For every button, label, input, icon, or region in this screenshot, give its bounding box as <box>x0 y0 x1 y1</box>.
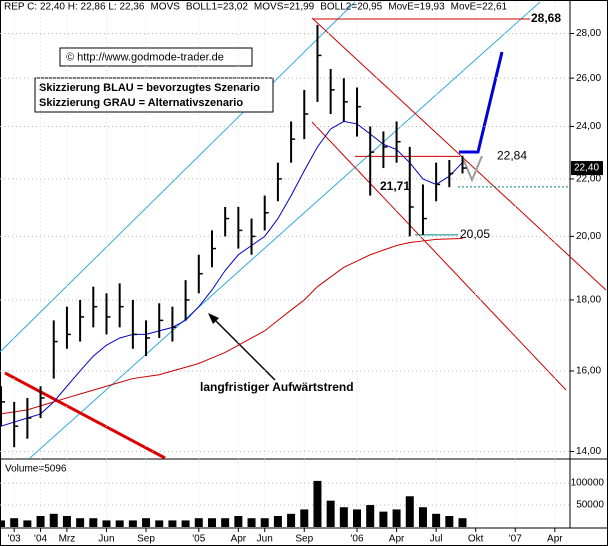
volume-tick-label: 100000 <box>571 478 605 489</box>
x-tick-label: Jul <box>430 534 443 545</box>
note-box <box>34 77 274 113</box>
volume-bar <box>194 518 203 527</box>
volume-bar <box>392 509 401 527</box>
x-tick-label: Jun <box>257 534 273 545</box>
volume-bar <box>234 516 243 527</box>
volume-bar <box>142 518 151 527</box>
volume-bar <box>432 513 441 527</box>
volume-bar <box>49 513 58 527</box>
volume-bar <box>353 509 362 527</box>
header-item: MOVS=21,99 <box>254 2 315 13</box>
x-tick-label: '06 <box>350 534 363 545</box>
downtrend-line <box>4 371 166 460</box>
level-label: 21,71 <box>380 179 410 193</box>
volume-bar <box>221 518 230 527</box>
x-tick-label: '07 <box>509 534 522 545</box>
trend-label: langfristiger Aufwärtstrend <box>200 380 354 394</box>
volume-label: Volume=5096 <box>5 464 67 475</box>
volume-bar <box>366 505 375 527</box>
volume-bar <box>300 509 309 527</box>
volume-bar <box>313 480 322 527</box>
volume-bar <box>10 518 19 527</box>
level-label: 22,84 <box>497 148 527 162</box>
scenario-gray <box>461 155 483 183</box>
x-tick-label: Mrz <box>59 534 76 545</box>
y-tick-label: 18,00 <box>576 295 601 306</box>
x-tick-label: Jun <box>98 534 114 545</box>
volume-bar <box>102 520 111 527</box>
volume-bar <box>181 520 190 527</box>
header-item: MovE=19,93 <box>388 2 445 13</box>
header-item: BOLL2=20,95 <box>320 2 382 13</box>
volume-bar <box>23 520 32 527</box>
volume-bar <box>273 516 282 527</box>
x-tick-label: Apr <box>231 534 247 545</box>
header-item: BOLL1=23,02 <box>186 2 248 13</box>
y-tick-label: 14,00 <box>576 446 601 457</box>
volume-bar <box>247 518 256 527</box>
x-tick-label: Apr <box>547 534 563 545</box>
x-tick-label: '03 <box>8 534 21 545</box>
trend-lines <box>0 1 607 460</box>
volume-bar <box>62 516 71 527</box>
trend-line <box>29 1 541 459</box>
volume-bar <box>326 500 335 527</box>
y-tick-label: 22,00 <box>576 174 601 185</box>
header-item: MOVS <box>150 2 180 13</box>
trend-line <box>311 121 567 391</box>
volume-bar <box>115 520 124 527</box>
volume-bar <box>155 520 164 527</box>
x-tick-label: Apr <box>389 534 405 545</box>
volume-bar <box>418 507 427 527</box>
x-tick-label: Okt <box>468 534 484 545</box>
x-tick-label: '04 <box>34 534 47 545</box>
last-price-label: 22,40 <box>574 163 599 174</box>
header-item: MovE=22,61 <box>451 2 508 13</box>
level-label: 28,68 <box>531 11 561 25</box>
last-price-box <box>571 161 603 176</box>
volume-bar <box>207 518 216 527</box>
copyright: © http://www.godmode-trader.de <box>66 51 224 63</box>
volume-bar <box>128 520 137 527</box>
note: Skizzierung GRAU = Alternativszenario <box>39 97 243 109</box>
y-tick-label: 26,00 <box>576 73 601 84</box>
copyright-box <box>59 47 253 67</box>
volume-bar <box>445 516 454 527</box>
y-tick-label: 24,00 <box>576 121 601 132</box>
x-tick-label: Sep <box>137 534 155 545</box>
volume-bar <box>287 513 296 527</box>
volume-bar <box>458 518 467 527</box>
arrow-head <box>208 313 219 324</box>
moving-average <box>0 238 463 415</box>
moving-average <box>0 120 463 427</box>
volume-bar <box>36 516 45 527</box>
note: Skizzierung BLAU = bevorzugtes Szenario <box>39 82 260 94</box>
y-tick-label: 16,00 <box>576 366 601 377</box>
arrow <box>211 316 276 381</box>
level-label: 20,05 <box>460 227 490 241</box>
volume-bar <box>339 507 348 527</box>
volume-bar <box>89 518 98 527</box>
trend-line <box>0 1 356 353</box>
volume-tick-label: 50000 <box>576 500 604 511</box>
x-tick-label: Sep <box>295 534 313 545</box>
volume-bar <box>260 518 269 527</box>
volume-bar <box>379 511 388 527</box>
y-tick-label: 28,00 <box>576 28 601 39</box>
volume-bar <box>168 520 177 527</box>
volume-bar <box>0 520 5 527</box>
y-tick-label: 20,00 <box>576 231 601 242</box>
scenario-blue <box>459 51 504 154</box>
volume-bar <box>405 496 414 527</box>
trend-line <box>311 17 607 291</box>
header-item: REP C: 22,40 H: 22,86 L: 22,36 <box>4 2 145 13</box>
x-tick-label: '05 <box>192 534 205 545</box>
volume-bar <box>76 518 85 527</box>
